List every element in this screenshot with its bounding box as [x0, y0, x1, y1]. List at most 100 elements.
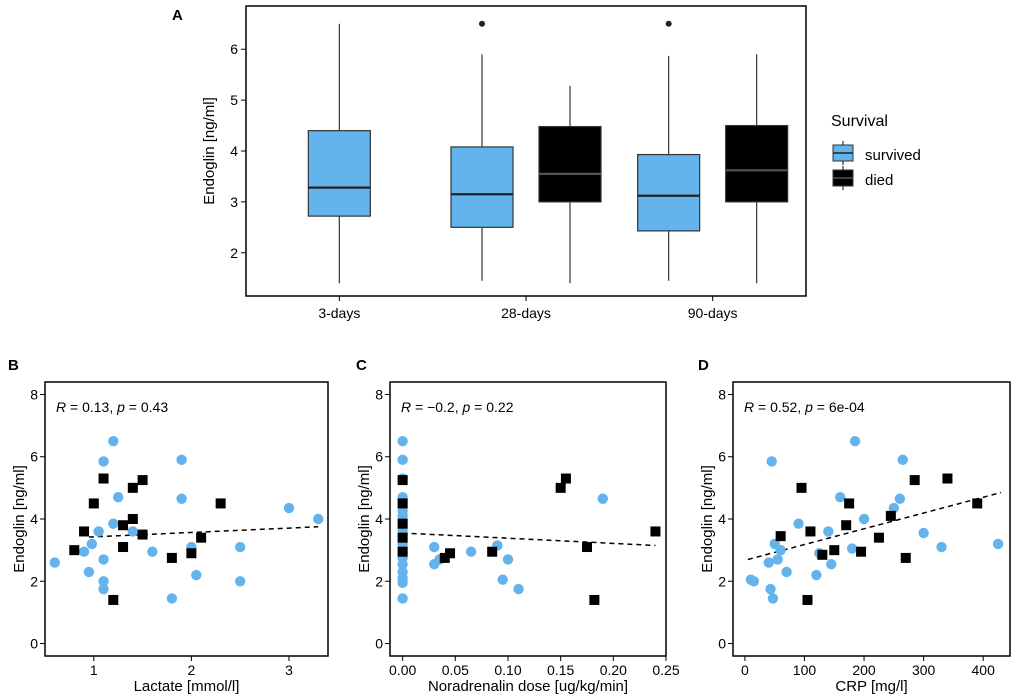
- y-tick-label-a: 6: [230, 41, 238, 57]
- point-died: [397, 498, 408, 509]
- point-survived: [98, 583, 109, 595]
- point-died: [108, 594, 119, 605]
- point-survived: [191, 569, 202, 581]
- point-died: [397, 546, 408, 557]
- point-survived: [465, 546, 477, 557]
- y-tick-label: 8: [375, 386, 383, 402]
- y-axis-b: 0 2 4 6 8: [30, 386, 45, 652]
- point-survived: [858, 513, 870, 525]
- point-died: [69, 545, 80, 556]
- point-survived: [772, 554, 783, 565]
- point-died: [829, 545, 840, 556]
- y-axis-label-a: Endoglin [ng/ml]: [201, 97, 218, 205]
- point-died: [137, 529, 148, 540]
- y-tick-label: 8: [30, 386, 38, 402]
- point-died: [942, 473, 953, 484]
- box-died-90-days: [725, 54, 789, 284]
- point-survived: [78, 546, 90, 557]
- point-survived: [748, 576, 760, 587]
- point-died: [775, 531, 786, 542]
- x-tick-label: 2: [187, 662, 195, 678]
- point-died: [397, 475, 408, 486]
- panel-label-b: B: [8, 357, 19, 374]
- point-survived: [894, 493, 905, 504]
- point-survived: [497, 574, 508, 585]
- point-died: [487, 546, 498, 557]
- x-tick-label: 3: [285, 662, 293, 678]
- legend-title: Survival: [831, 113, 888, 130]
- x-axis-c: 0.00 0.05 0.10 0.15 0.20 0.25: [389, 656, 680, 678]
- box-survived-90-days: [637, 20, 701, 281]
- point-survived: [597, 493, 608, 504]
- point-survived: [397, 454, 408, 466]
- legend-label-died: died: [865, 172, 893, 189]
- point-died: [88, 498, 99, 509]
- point-survived: [397, 435, 408, 447]
- x-tick-label: 200: [852, 662, 876, 678]
- y-tick-label: 4: [30, 511, 38, 527]
- trend-line-d: [747, 491, 1002, 561]
- point-survived: [849, 435, 861, 447]
- panel-label-a: A: [172, 7, 183, 24]
- point-died: [873, 532, 884, 543]
- point-died: [555, 482, 566, 493]
- point-died: [166, 552, 177, 563]
- points-d: [745, 435, 1004, 605]
- x-tick-label: 0: [741, 662, 749, 678]
- scatter-panel-c: 0 2 4 6 8 0.00 0.05 0.10 0.15 0.20 0.25 R = −0.2,…: [356, 381, 680, 695]
- y-tick-label-a: 4: [230, 143, 238, 159]
- correlation-annotation-c: R = −0.2, p = 0.22: [401, 399, 514, 415]
- point-died: [802, 594, 813, 605]
- point-died: [589, 594, 600, 605]
- boxplot-panel-a: 2 3 4 5 6 3-days 28-days 90-days Endoglin [ng/…: [201, 5, 921, 321]
- point-died: [885, 510, 896, 521]
- y-axis-label-b: Endoglin [ng/ml]: [11, 465, 28, 573]
- point-survived: [397, 558, 408, 570]
- point-died: [397, 532, 408, 543]
- point-survived: [897, 454, 908, 466]
- x-tick-label: 1: [90, 662, 98, 678]
- point-survived: [835, 492, 846, 503]
- box-outlier: [479, 20, 485, 27]
- y-tick-label: 2: [375, 573, 383, 589]
- y-tick-label: 4: [718, 511, 726, 527]
- box-body: [725, 124, 789, 203]
- point-survived: [283, 502, 295, 514]
- plot-border-c: [389, 381, 667, 657]
- point-survived: [49, 557, 60, 568]
- x-axis-a: 3-days 28-days 90-days: [318, 296, 738, 321]
- points-b: [49, 435, 324, 605]
- legend-label-survived: survived: [865, 147, 921, 164]
- point-survived: [98, 456, 109, 467]
- point-died: [856, 546, 867, 557]
- x-tick-label: 0.15: [547, 662, 574, 678]
- regression-line: [747, 491, 1002, 561]
- point-survived: [108, 435, 119, 447]
- box-survived-28-days: [450, 20, 514, 281]
- point-died: [844, 498, 855, 509]
- point-survived: [992, 538, 1004, 550]
- point-died: [137, 475, 148, 486]
- box-body: [538, 125, 602, 203]
- point-died: [650, 526, 661, 537]
- point-survived: [86, 538, 98, 550]
- point-died: [186, 548, 197, 559]
- point-survived: [93, 526, 104, 537]
- point-survived: [766, 456, 777, 467]
- point-survived: [397, 577, 408, 589]
- x-tick-label-a: 3-days: [318, 305, 360, 321]
- plot-border-b: [44, 381, 329, 657]
- x-axis-label-d: CRP [mg/l]: [835, 678, 907, 695]
- x-tick-label: 0.20: [600, 662, 627, 678]
- correlation-annotation-d: R = 0.52, p = 6e-04: [744, 399, 865, 415]
- point-survived: [765, 583, 776, 595]
- point-survived: [846, 543, 858, 554]
- legend-key-survived: [832, 141, 854, 165]
- x-tick-label: 300: [912, 662, 936, 678]
- trend-line-b: [88, 526, 319, 538]
- point-died: [127, 482, 138, 493]
- x-axis-label-b: Lactate [mmol/l]: [134, 678, 240, 695]
- y-tick-label: 0: [718, 636, 726, 652]
- points-c: [397, 435, 661, 605]
- y-axis-label-d: Endoglin [ng/ml]: [699, 465, 716, 573]
